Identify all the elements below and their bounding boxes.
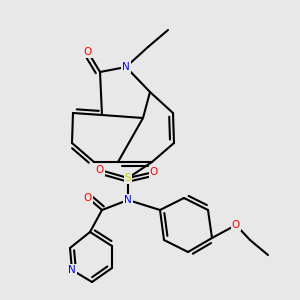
Text: N: N	[68, 265, 76, 275]
Text: O: O	[84, 47, 92, 57]
Text: O: O	[232, 220, 240, 230]
Text: S: S	[125, 173, 131, 183]
Text: N: N	[122, 62, 130, 72]
Text: O: O	[96, 165, 104, 175]
Text: O: O	[150, 167, 158, 177]
Text: N: N	[124, 195, 132, 205]
Text: O: O	[84, 193, 92, 203]
